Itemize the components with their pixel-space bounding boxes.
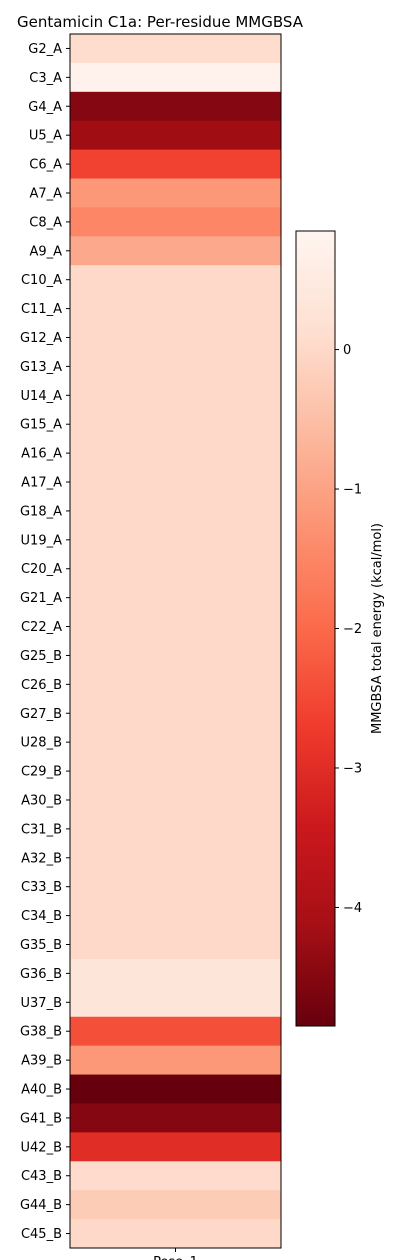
heat-cell-g44-b — [70, 1190, 281, 1220]
y-tick-label: G15_A — [20, 418, 62, 433]
y-tick-label: C45_B — [21, 1227, 62, 1242]
y-tick-label: G21_A — [20, 591, 62, 606]
y-tick-label: C20_A — [21, 562, 62, 577]
heat-cell-g4-a — [70, 91, 281, 122]
heat-cell-u28-b — [70, 727, 281, 758]
heat-cell-c26-b — [70, 669, 281, 700]
colorbar-tick-label: −4 — [343, 901, 362, 916]
y-tick-label: A30_B — [21, 793, 62, 808]
heat-cell-g21-a — [70, 583, 281, 613]
heat-cell-u37-b — [70, 987, 281, 1018]
y-tick-label: C29_B — [21, 765, 62, 780]
y-tick-label: U37_B — [21, 996, 62, 1011]
colorbar-gradient — [296, 231, 335, 1026]
heat-cell-g12-a — [70, 323, 281, 353]
y-tick-label: G41_B — [20, 1111, 62, 1126]
heat-cell-c6-a — [70, 149, 281, 180]
heat-cell-c29-b — [70, 756, 281, 787]
y-tick-label: A17_A — [21, 476, 62, 491]
heat-cell-u5-a — [70, 120, 281, 151]
y-tick-label: U5_A — [29, 129, 62, 144]
heat-cell-a39-b — [70, 1045, 281, 1076]
y-tick-label: C11_A — [21, 302, 62, 317]
colorbar-tick-label: −3 — [343, 761, 362, 776]
y-tick-label: C8_A — [29, 215, 62, 230]
y-tick-label: U19_A — [21, 533, 63, 548]
colorbar-tick-label: 0 — [343, 343, 351, 358]
heat-cell-g35-b — [70, 930, 281, 960]
y-axis-ticks: G2_A C3_A G4_A U5_A C6_A A7_A C8_A A9_A C10_A C11… — [20, 42, 70, 1242]
heat-cell-g2-a — [70, 34, 281, 64]
heat-cell-c33-b — [70, 872, 281, 902]
heatmap-frame — [69, 33, 282, 1249]
heat-cell-g41-b — [70, 1103, 281, 1133]
y-tick-label: G36_B — [20, 967, 62, 982]
y-tick-label: G27_B — [20, 707, 62, 722]
heat-cell-g36-b — [70, 958, 281, 989]
heat-cell-u14-a — [70, 380, 281, 411]
y-tick-label: U28_B — [21, 736, 62, 751]
y-tick-label: G12_A — [20, 331, 62, 346]
heat-cell-g25-b — [70, 641, 281, 671]
heatmap-cells — [70, 34, 281, 1249]
heat-cell-a9-a — [70, 236, 281, 266]
y-tick-label: C10_A — [21, 273, 62, 288]
y-tick-label: C3_A — [29, 71, 62, 86]
colorbar-tick-label: −1 — [343, 483, 362, 498]
heat-cell-a17-a — [70, 467, 281, 498]
y-tick-label: U42_B — [21, 1140, 62, 1155]
colorbar-tick-label: −2 — [343, 622, 362, 637]
heat-cell-c20-a — [70, 554, 281, 584]
y-tick-label: A9_A — [29, 244, 62, 259]
y-tick-label: C31_B — [21, 822, 62, 837]
y-tick-label: A32_B — [21, 851, 62, 866]
y-tick-label: A7_A — [29, 186, 62, 201]
y-tick-label: C43_B — [21, 1169, 62, 1184]
heat-cell-c45-b — [70, 1219, 281, 1249]
heat-cell-g27-b — [70, 698, 281, 729]
heat-cell-u42-b — [70, 1132, 281, 1162]
heat-cell-c31-b — [70, 814, 281, 844]
heat-cell-c34-b — [70, 901, 281, 931]
y-tick-label: G2_A — [28, 42, 62, 57]
y-tick-label: G44_B — [20, 1198, 62, 1213]
heat-cell-c8-a — [70, 207, 281, 237]
chart-title: Gentamicin C1a: Per-residue MMGBSA — [17, 13, 304, 31]
heat-cell-c22-a — [70, 612, 281, 642]
y-tick-label: C26_B — [21, 678, 62, 693]
heat-cell-c43-b — [70, 1161, 281, 1191]
colorbar-ticks: 0 −1 −2 −3 −4 — [335, 343, 362, 916]
y-tick-label: A39_B — [21, 1054, 62, 1069]
heat-cell-g15-a — [70, 409, 281, 440]
y-tick-label: U14_A — [21, 389, 63, 404]
heat-cell-a30-b — [70, 785, 281, 816]
y-tick-label: G18_A — [20, 504, 62, 519]
heat-cell-c10-a — [70, 265, 281, 295]
heat-cell-u19-a — [70, 525, 281, 555]
y-tick-label: G25_B — [20, 649, 62, 664]
heat-cell-c11-a — [70, 294, 281, 324]
heat-cell-g38-b — [70, 1016, 281, 1047]
y-tick-label: A40_B — [21, 1083, 62, 1098]
heat-cell-g18-a — [70, 496, 281, 526]
heat-cell-g13-a — [70, 351, 281, 382]
y-tick-label: G35_B — [20, 938, 62, 953]
y-tick-label: C22_A — [21, 620, 62, 635]
heat-cell-a7-a — [70, 178, 281, 209]
y-tick-label: A16_A — [21, 447, 62, 462]
y-tick-label: C6_A — [29, 158, 62, 173]
y-tick-label: G4_A — [28, 100, 62, 115]
x-tick-label: Pose_1 — [153, 1255, 198, 1260]
heat-cell-c3-a — [70, 62, 281, 93]
heat-cell-a16-a — [70, 438, 281, 469]
colorbar-label: MMGBSA total energy (kcal/mol) — [370, 523, 385, 734]
x-axis-ticks: Pose_1 — [153, 1248, 198, 1260]
y-tick-label: C33_B — [21, 880, 62, 895]
y-tick-label: G13_A — [20, 360, 62, 375]
y-tick-label: G38_B — [20, 1025, 62, 1040]
heat-cell-a32-b — [70, 843, 281, 873]
heat-cell-a40-b — [70, 1074, 281, 1105]
y-tick-label: C34_B — [21, 909, 62, 924]
